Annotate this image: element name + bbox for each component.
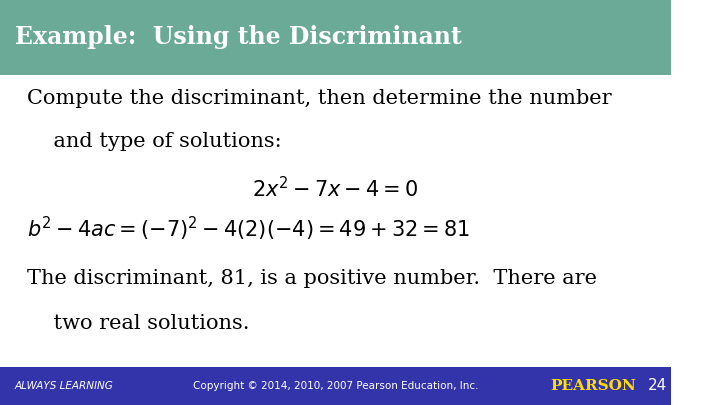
Text: $2x^2 - 7x - 4 = 0$: $2x^2 - 7x - 4 = 0$ xyxy=(253,176,418,201)
Text: and type of solutions:: and type of solutions: xyxy=(27,132,282,151)
Text: 24: 24 xyxy=(647,378,667,393)
FancyBboxPatch shape xyxy=(0,367,671,405)
Text: ALWAYS LEARNING: ALWAYS LEARNING xyxy=(15,381,114,391)
Text: PEARSON: PEARSON xyxy=(550,379,636,393)
Text: two real solutions.: two real solutions. xyxy=(27,314,249,333)
Text: Compute the discriminant, then determine the number: Compute the discriminant, then determine… xyxy=(27,89,611,108)
Text: Example:  Using the Discriminant: Example: Using the Discriminant xyxy=(15,26,462,49)
FancyBboxPatch shape xyxy=(0,0,671,75)
Text: $b^2 - 4ac = (-7)^2 - 4(2)(-4) = 49 + 32 = 81$: $b^2 - 4ac = (-7)^2 - 4(2)(-4) = 49 + 32… xyxy=(27,215,469,243)
Text: Copyright © 2014, 2010, 2007 Pearson Education, Inc.: Copyright © 2014, 2010, 2007 Pearson Edu… xyxy=(193,381,478,391)
Text: The discriminant, 81, is a positive number.  There are: The discriminant, 81, is a positive numb… xyxy=(27,269,597,288)
